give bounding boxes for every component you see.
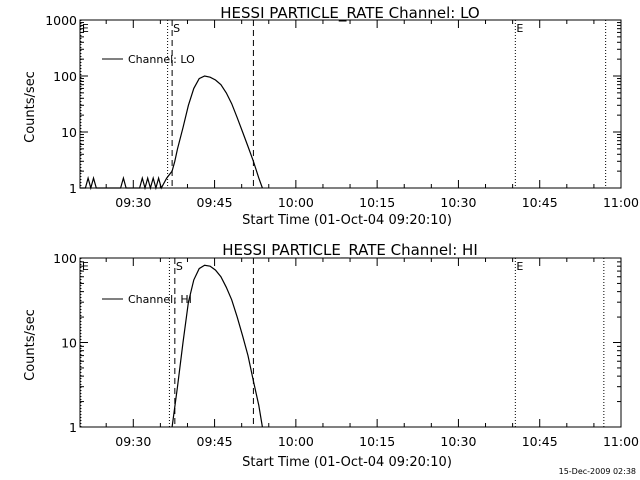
chart-title: HESSI PARTICLE_RATE Channel: HI <box>222 241 478 260</box>
legend-label: Channel: LO <box>128 53 195 66</box>
x-tick-label: 10:00 <box>278 434 314 449</box>
y-tick-label: 1 <box>69 181 77 196</box>
x-tick-label: 09:30 <box>115 195 151 210</box>
x-tick-label: 10:45 <box>522 195 558 210</box>
x-tick-label: 10:15 <box>359 195 395 210</box>
x-axis-label: Start Time (01-Oct-04 09:20:10) <box>242 455 452 470</box>
y-tick-label: 100 <box>53 69 77 84</box>
x-tick-label: 09:45 <box>197 195 233 210</box>
y-tick-label: 10 <box>61 125 77 140</box>
event-marker-label: S <box>176 260 183 273</box>
event-marker-label: E <box>516 22 523 35</box>
series-line <box>171 264 263 428</box>
y-axis-label: Counts/sec <box>23 71 38 143</box>
chart-title: HESSI PARTICLE_RATE Channel: LO <box>220 4 479 23</box>
event-marker-label: E <box>82 22 89 35</box>
chart-panel-hi: HESSI PARTICLE_RATE Channel: HI Counts/s… <box>23 241 639 470</box>
legend-label: Channel: HI <box>128 293 192 306</box>
x-tick-label: 10:30 <box>440 195 476 210</box>
y-tick-label: 100 <box>53 251 77 266</box>
y-tick-label: 10 <box>61 336 77 351</box>
y-tick-label: 1 <box>69 420 77 435</box>
x-tick-label: 09:45 <box>197 434 233 449</box>
event-marker-label: E <box>516 260 523 273</box>
x-tick-label: 10:45 <box>522 434 558 449</box>
x-tick-label: 10:00 <box>278 195 314 210</box>
event-marker-label: E <box>82 260 89 273</box>
x-tick-label: 09:30 <box>115 434 151 449</box>
series-line <box>80 75 263 191</box>
x-tick-label: 11:00 <box>603 434 639 449</box>
chart-panel-lo: HESSI PARTICLE_RATE Channel: LO Counts/s… <box>23 4 639 228</box>
y-axis-label: Counts/sec <box>23 309 38 381</box>
y-tick-label: 1000 <box>45 13 77 28</box>
x-tick-label: 10:15 <box>359 434 395 449</box>
event-marker-label: S <box>173 22 180 35</box>
x-tick-label: 10:30 <box>440 434 476 449</box>
x-tick-label: 11:00 <box>603 195 639 210</box>
plot-timestamp: 15-Dec-2009 02:38 <box>559 467 636 476</box>
x-axis-label: Start Time (01-Oct-04 09:20:10) <box>242 213 452 228</box>
